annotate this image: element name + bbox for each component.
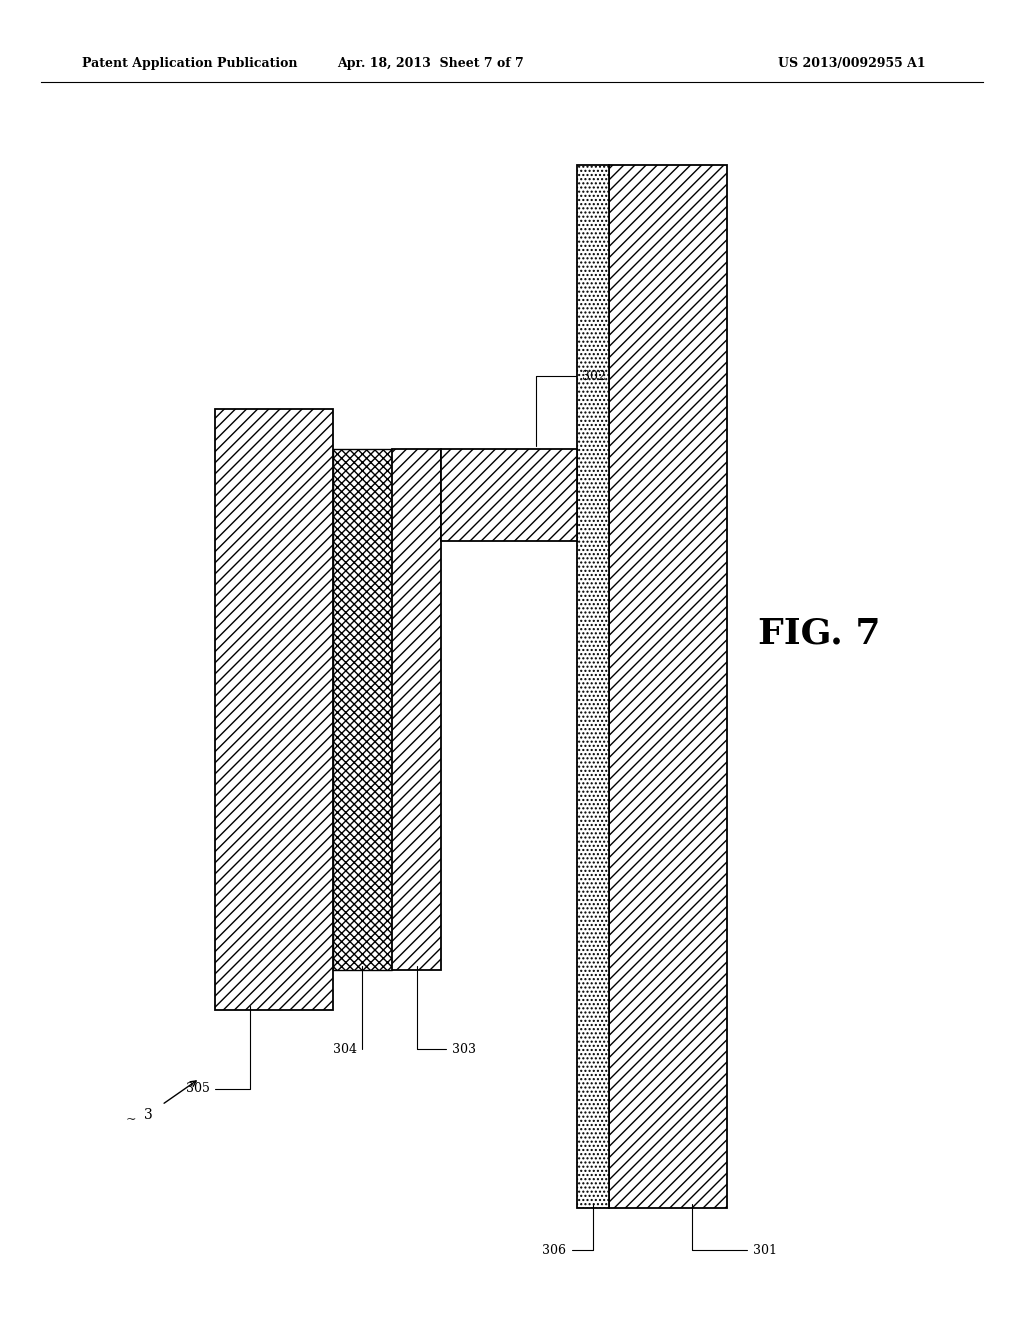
Text: 303: 303 [417,966,475,1056]
Text: FIG. 7: FIG. 7 [758,616,881,651]
Text: Apr. 18, 2013  Sheet 7 of 7: Apr. 18, 2013 Sheet 7 of 7 [337,57,523,70]
Text: 301: 301 [692,1204,776,1257]
Text: 306: 306 [543,1204,593,1257]
Bar [577,165,609,1208]
Text: US 2013/0092955 A1: US 2013/0092955 A1 [778,57,926,70]
Bar [333,449,392,970]
Bar [215,409,333,1010]
Text: ~: ~ [126,1113,136,1126]
Text: Patent Application Publication: Patent Application Publication [82,57,297,70]
Text: 304: 304 [333,966,362,1056]
Text: 302: 302 [536,370,605,446]
Text: 305: 305 [186,1006,250,1096]
Bar [441,449,577,541]
Bar [609,165,727,1208]
Bar [392,449,441,970]
Text: 3: 3 [144,1109,153,1122]
